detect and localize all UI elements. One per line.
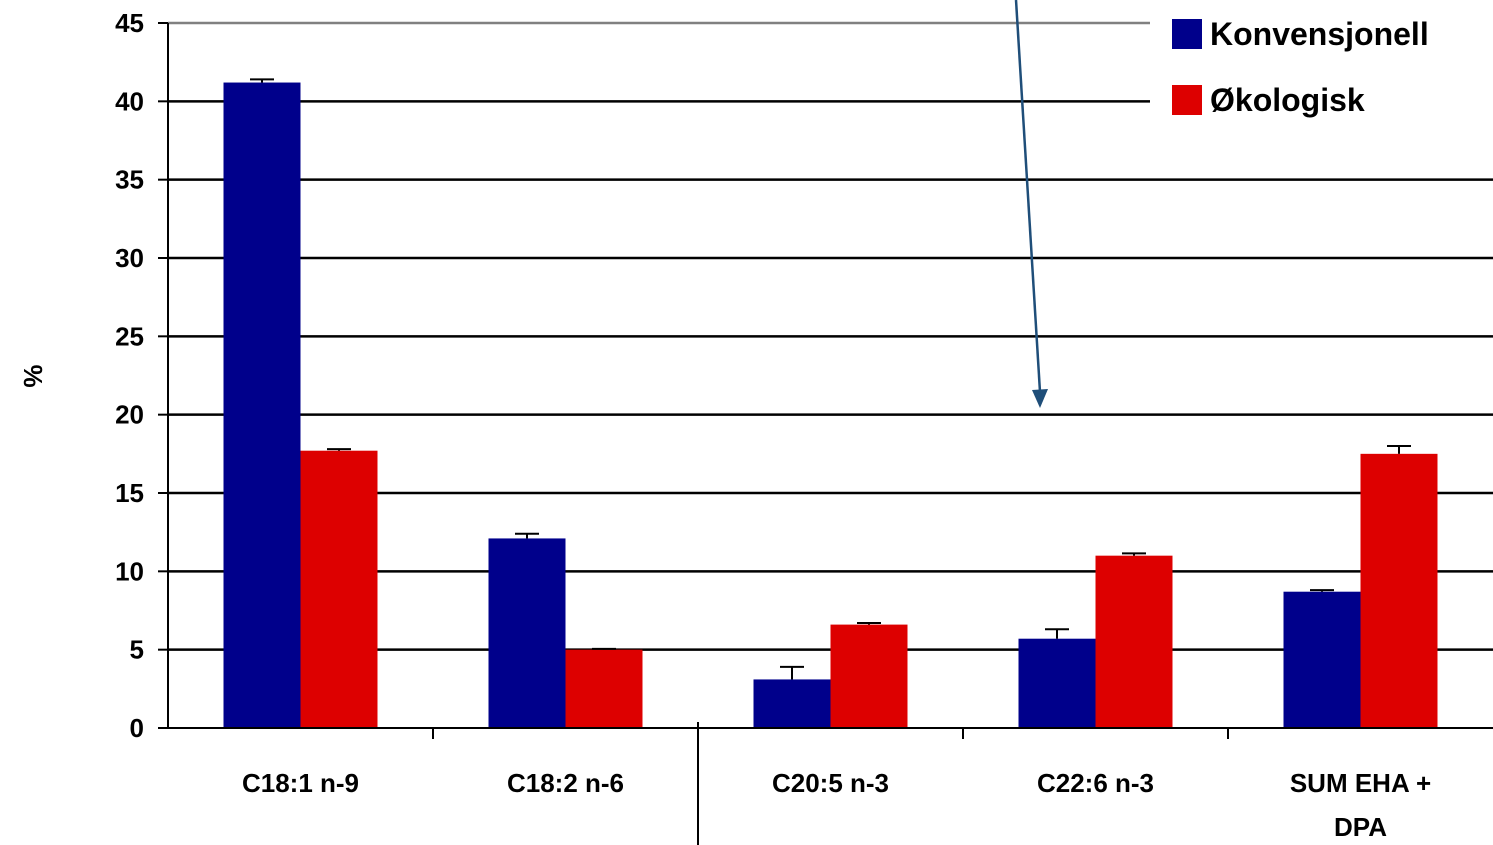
bar-okologisk [830,624,908,728]
bar-konvensjonell [223,82,301,729]
legend: Konvensjonell Økologisk [1150,2,1493,127]
bar-konvensjonell [1018,638,1096,728]
bar-okologisk [1360,453,1438,728]
legend-swatch [1172,19,1202,49]
x-tick-label: SUM EHA + DPA [1290,768,1431,842]
legend-label: Konvensjonell [1210,16,1429,52]
axes: 0 5 10 15 20 25 30 35 40 45% C18:1 n-9 C18:2 n-6 C20… [18,8,1493,842]
bar-konvensjonell [488,538,566,728]
y-axis-title: % [18,364,48,387]
bar-konvensjonell [1283,591,1361,728]
y-tick-label: 5 [130,635,144,665]
legend-label: Økologisk [1210,82,1365,118]
grid-lines [168,21,1493,651]
y-tick-label: 25 [115,321,144,351]
y-tick-label: 0 [130,713,144,743]
annotation-arrowhead [1032,389,1048,408]
y-tick-label: 35 [115,165,144,195]
legend-swatch [1172,85,1202,115]
x-tick-label: C20:5 n-3 [772,768,889,798]
annotation-arrow [1014,0,1042,393]
x-tick-label: C18:2 n-6 [507,768,624,798]
y-tick-label: 45 [115,8,144,38]
y-tick-label: 10 [115,556,144,586]
bar-okologisk [565,649,643,728]
y-tick-label: 15 [115,478,144,508]
bars [223,78,1438,729]
annotations [697,0,1048,845]
bar-okologisk [300,450,378,728]
x-tick-label: C18:1 n-9 [242,768,359,798]
legend-box [1150,2,1493,127]
bar-okologisk [1095,555,1173,728]
x-tick-label: C22:6 n-3 [1037,768,1154,798]
bar-konvensjonell [753,679,831,728]
y-tick-label: 40 [115,86,144,116]
y-tick-label: 30 [115,243,144,273]
y-tick-label: 20 [115,400,144,430]
